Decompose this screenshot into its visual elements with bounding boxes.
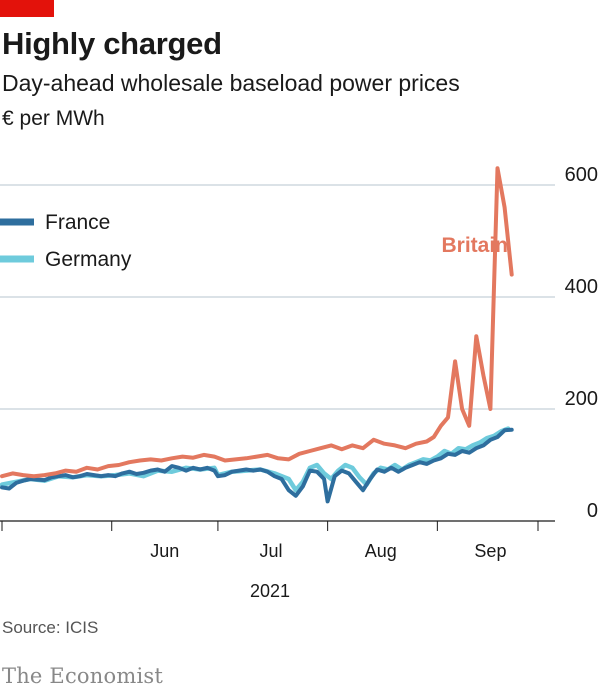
series-label-britain: Britain bbox=[441, 234, 508, 257]
chart-title: Highly charged bbox=[2, 26, 222, 61]
x-tick-label: Sep bbox=[474, 541, 506, 561]
brand-accent-tab bbox=[0, 0, 54, 17]
x-tick-label: Jun bbox=[150, 541, 179, 561]
x-tick-label: Aug bbox=[365, 541, 397, 561]
series-line-france bbox=[0, 427, 514, 504]
y-tick-label: 0 bbox=[587, 500, 598, 522]
publisher-logo: The Economist bbox=[2, 664, 163, 688]
chart-subtitle: Day-ahead wholesale baseload power price… bbox=[2, 70, 460, 96]
y-tick-label: 400 bbox=[565, 276, 598, 298]
y-axis-unit-label: € per MWh bbox=[2, 107, 105, 130]
y-tick-label: 200 bbox=[565, 388, 598, 410]
x-tick-label: Jul bbox=[259, 541, 282, 561]
legend-label-france: France bbox=[45, 211, 110, 234]
line-chart: 0 200 400 600 Jun Jul Aug Sep 2021 France Germany B… bbox=[0, 164, 598, 601]
source-note: Source: ICIS bbox=[2, 618, 99, 637]
series-line-britain bbox=[0, 166, 514, 479]
x-year-label: 2021 bbox=[250, 581, 290, 601]
legend-label-germany: Germany bbox=[45, 248, 132, 271]
y-tick-label: 600 bbox=[565, 164, 598, 186]
